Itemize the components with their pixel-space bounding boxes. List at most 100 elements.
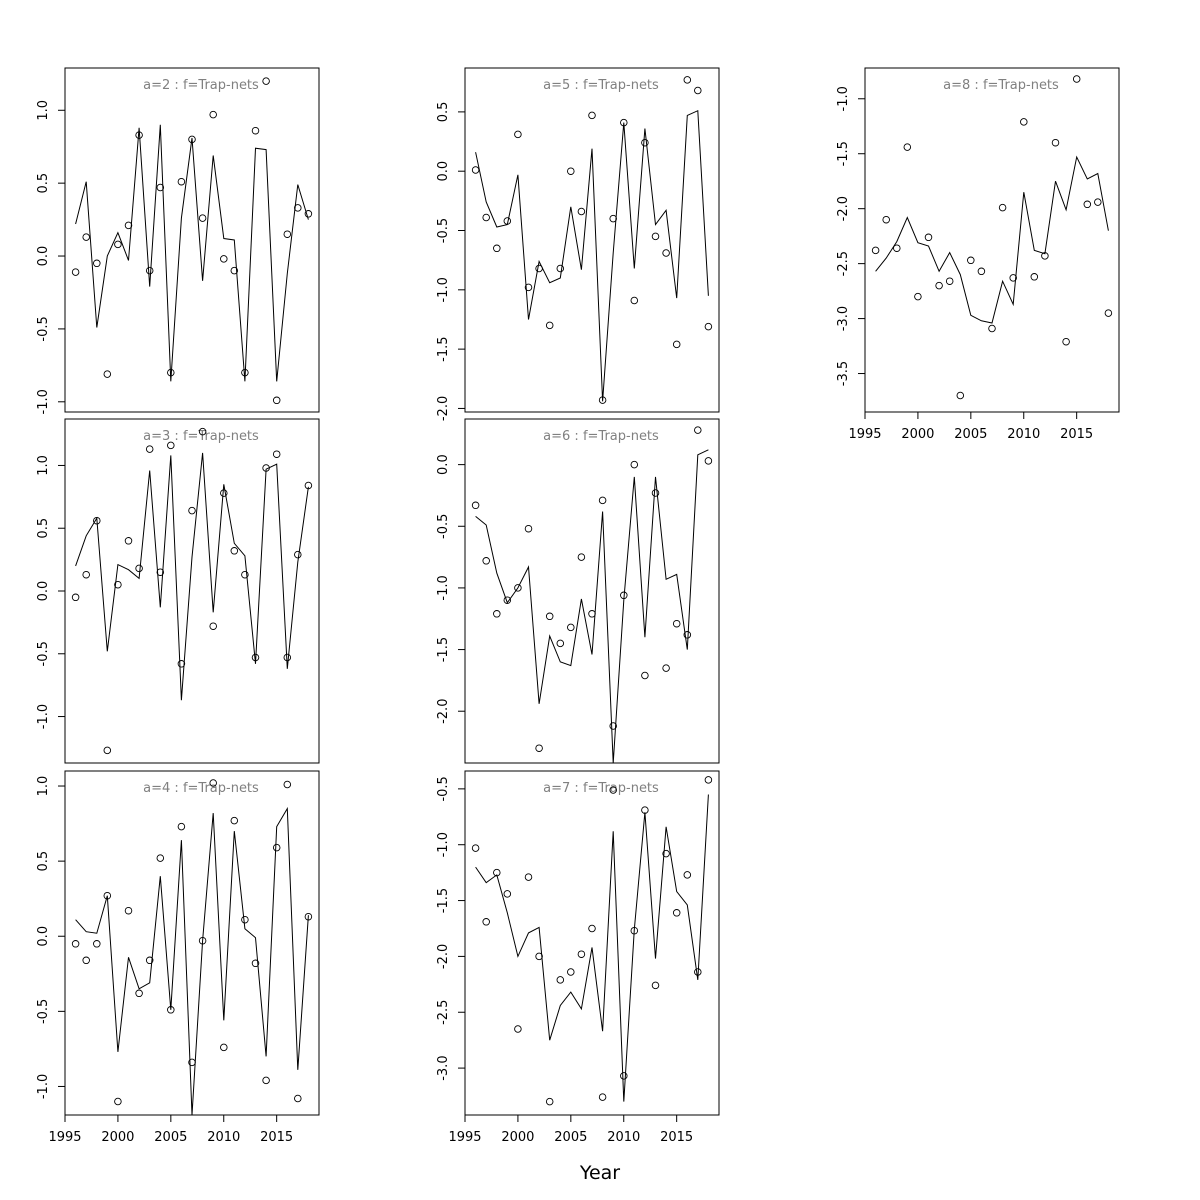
y-tick-label: -0.5 bbox=[436, 218, 451, 243]
observed-point bbox=[588, 610, 596, 618]
observed-point bbox=[283, 653, 292, 662]
observed-point bbox=[535, 264, 543, 273]
observed-point bbox=[577, 950, 586, 958]
panel-a4: a=4 : f=Trap-nets -1.0 -0.5 0.0 0.5 1.0 1995 20… bbox=[36, 770, 320, 1145]
observed-point bbox=[893, 244, 901, 252]
y-tick-label: -1.5 bbox=[436, 888, 451, 913]
y-tick-label: 0.0 bbox=[436, 454, 451, 475]
observed-point bbox=[620, 1072, 628, 1080]
observed-point bbox=[156, 568, 165, 576]
x-tick-label: 1995 bbox=[48, 1130, 81, 1145]
y-tick-label: -1.0 bbox=[36, 389, 51, 414]
observed-point bbox=[514, 584, 522, 592]
observed-point bbox=[672, 619, 681, 628]
observed-point bbox=[545, 321, 554, 330]
x-tick-label: 2010 bbox=[207, 1130, 240, 1145]
observed-point bbox=[1062, 337, 1070, 346]
y-tick-label: -1.5 bbox=[436, 637, 451, 662]
observed-point bbox=[882, 215, 890, 224]
panels-group: a=2 : f=Trap-nets-1.0-0.50.00.51.0a=3 : … bbox=[36, 67, 1120, 1145]
y-tick-label: -1.0 bbox=[436, 832, 451, 857]
observed-point bbox=[251, 653, 260, 662]
observed-point bbox=[230, 266, 239, 275]
y-tick-label: -0.5 bbox=[36, 316, 51, 341]
y-tick-label: -3.0 bbox=[436, 1055, 451, 1080]
observed-point bbox=[198, 214, 207, 222]
observed-point bbox=[114, 240, 122, 249]
observed-point bbox=[493, 610, 501, 618]
observed-point bbox=[1094, 198, 1102, 206]
observed-point bbox=[535, 952, 543, 961]
observed-point bbox=[598, 496, 607, 505]
panel-title: a=5 : f=Trap-nets bbox=[543, 78, 659, 93]
observed-point bbox=[177, 822, 186, 831]
observed-point bbox=[167, 368, 175, 377]
observed-point bbox=[567, 623, 575, 632]
observed-point bbox=[220, 255, 228, 263]
panel-title: a=6 : f=Trap-nets bbox=[543, 429, 659, 444]
panel-a3: a=3 : f=Trap-nets -1.0 -0.5 0.0 0.5 1.0 bbox=[36, 418, 320, 764]
observed-point bbox=[262, 464, 270, 472]
observed-point bbox=[156, 854, 165, 862]
observed-point bbox=[662, 849, 670, 858]
observed-point bbox=[241, 368, 249, 377]
observed-point bbox=[577, 553, 586, 561]
observed-point bbox=[124, 221, 133, 230]
observed-point bbox=[694, 86, 702, 95]
y-tick-label: -0.5 bbox=[436, 514, 451, 539]
observed-point bbox=[524, 524, 533, 533]
observed-point bbox=[641, 671, 649, 680]
observed-point bbox=[156, 183, 165, 192]
observed-point bbox=[93, 259, 101, 268]
observed-point bbox=[1041, 252, 1049, 260]
observed-point bbox=[598, 1093, 607, 1101]
observed-point bbox=[620, 591, 628, 600]
panel-frame bbox=[64, 67, 320, 413]
observed-point bbox=[641, 138, 649, 147]
observed-point bbox=[935, 281, 943, 290]
observed-point bbox=[482, 213, 490, 222]
observed-point bbox=[188, 506, 196, 515]
observed-point bbox=[220, 1043, 228, 1052]
observed-point bbox=[535, 744, 543, 752]
observed-point bbox=[230, 816, 239, 825]
observed-point bbox=[977, 267, 986, 276]
observed-point bbox=[630, 926, 639, 935]
observed-point bbox=[71, 268, 80, 276]
observed-point bbox=[609, 722, 617, 730]
observed-point bbox=[482, 557, 490, 565]
y-tick-label: -2.5 bbox=[836, 251, 851, 276]
observed-point bbox=[672, 909, 681, 917]
x-tick-label: 1995 bbox=[848, 427, 881, 442]
observed-point bbox=[241, 915, 249, 924]
y-tick-label: -0.5 bbox=[36, 999, 51, 1024]
fitted-line bbox=[475, 794, 709, 1102]
observed-point bbox=[251, 126, 260, 135]
observed-point bbox=[704, 322, 713, 331]
y-tick-label: 1.0 bbox=[36, 455, 51, 476]
observed-point bbox=[471, 166, 480, 174]
observed-point bbox=[209, 622, 217, 630]
observed-point bbox=[588, 924, 596, 933]
observed-point bbox=[209, 779, 217, 787]
observed-point bbox=[609, 786, 617, 794]
observed-point bbox=[620, 118, 628, 127]
y-tick-label: -0.5 bbox=[36, 641, 51, 666]
observed-point bbox=[103, 746, 112, 755]
x-tick-label: 2005 bbox=[954, 427, 987, 442]
observed-point bbox=[177, 660, 186, 668]
x-axis-label: Year bbox=[579, 1162, 620, 1184]
observed-point bbox=[956, 391, 965, 400]
observed-point bbox=[82, 233, 90, 241]
observed-point bbox=[114, 580, 122, 589]
y-tick-label: -3.0 bbox=[836, 306, 851, 331]
observed-point bbox=[135, 131, 143, 139]
observed-point bbox=[651, 232, 660, 241]
observed-point bbox=[262, 77, 270, 85]
observed-point bbox=[683, 76, 692, 84]
panel-frame bbox=[464, 770, 720, 1116]
observed-point bbox=[651, 489, 660, 497]
observed-point bbox=[1009, 274, 1017, 282]
y-tick-label: -2.0 bbox=[436, 699, 451, 724]
